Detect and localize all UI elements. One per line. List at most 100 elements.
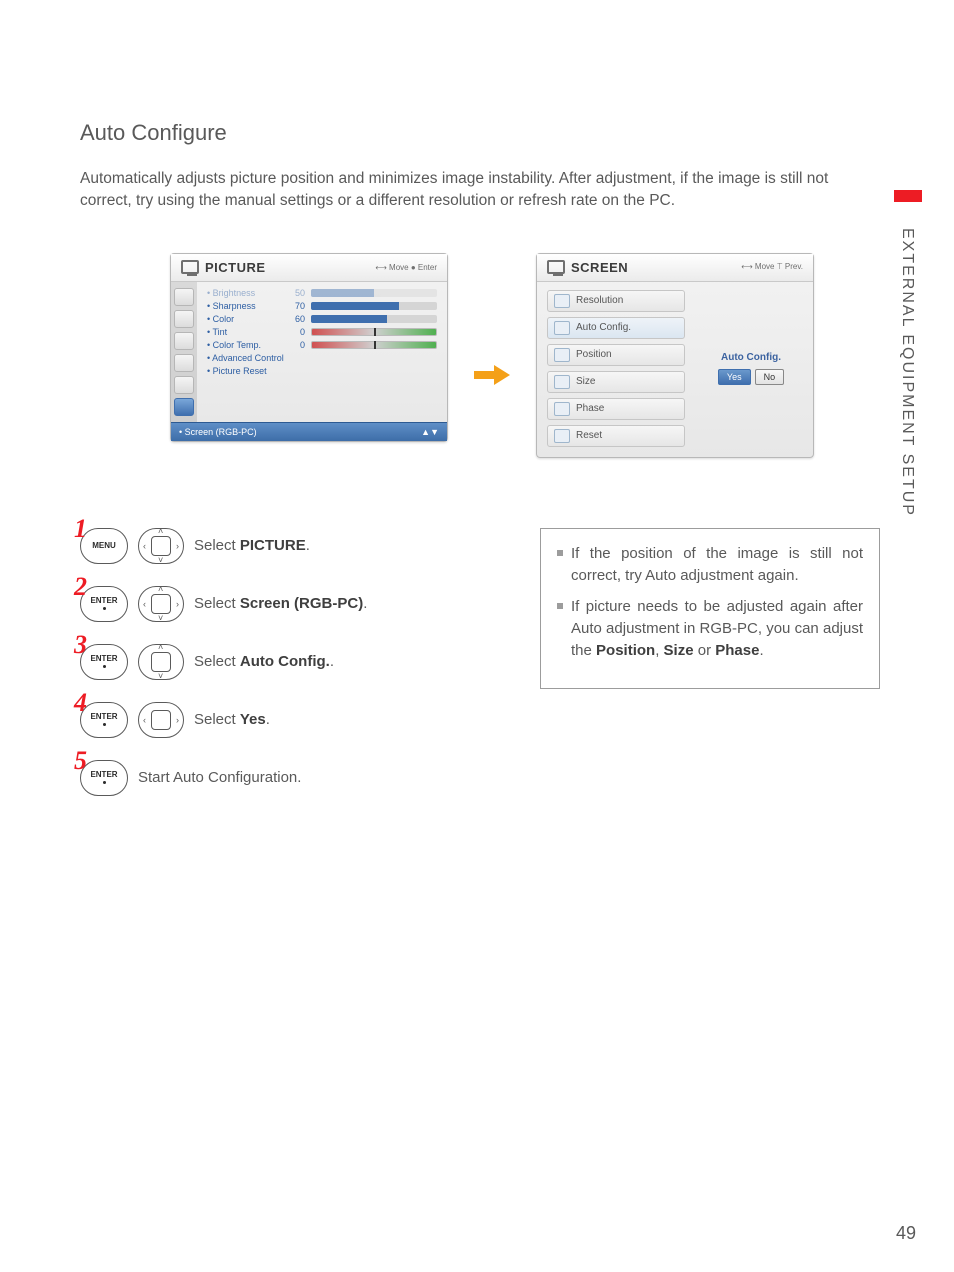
note-text: . [759,642,763,659]
osd-tab-active [174,398,194,416]
yes-no-group: Yes No [718,369,784,385]
osd-row-label: • Color [207,314,285,324]
step-row: 4ENTER‹›Select Yes. [80,702,500,738]
osd-row-value: 70 [291,301,305,311]
osd-picture-hints: ⟷ Move ● Enter [375,263,437,272]
step-instruction: Select Screen (RGB-PC). [194,595,367,612]
steps-list: 1MENU‹›˄˅Select PICTURE.2ENTER‹›˄˅Select… [80,528,500,796]
note-bold: Phase [715,642,759,659]
screen-item-icon [554,294,570,308]
osd-picture-panel: PICTURE ⟷ Move ● Enter • Brightness 50 • S… [170,253,448,442]
osd-row-label: • Advanced Control [207,353,285,363]
page-number: 49 [896,1223,916,1244]
osd-screen-item[interactable]: Size [547,371,685,393]
step-number: 4 [74,688,87,718]
osd-screen-item[interactable]: Position [547,344,685,366]
osd-row-label: • Brightness [207,288,285,298]
osd-row-label: • Color Temp. [207,340,285,350]
screen-item-label: Phase [576,403,604,414]
osd-picture-row: • Sharpness 70 [207,301,437,311]
slider-bar [311,302,437,310]
osd-footer-label: • Screen (RGB-PC) [179,427,257,437]
osd-tab [174,354,194,372]
osd-row-value: 0 [291,327,305,337]
osd-tab [174,288,194,306]
osd-picture-content: • Brightness 50 • Sharpness 70 • Color60 • Ti… [197,282,447,422]
screen-item-label: Position [576,349,612,360]
osd-tab [174,332,194,350]
osd-screen-panel: SCREEN ⟷ Move ꔋ Prev. Resolution Auto Con… [536,253,814,458]
screen-item-label: Resolution [576,295,623,306]
osd-screen-right-pane: Auto Config. Yes No [699,290,803,447]
note-item: If picture needs to be adjusted again af… [557,596,863,661]
step-number: 2 [74,572,87,602]
nav-pad-icon: ˄˅ [138,644,184,680]
step-instruction: Select Auto Config.. [194,653,334,670]
remote-key-enter: ENTER [80,702,128,738]
osd-row-label: • Picture Reset [207,366,285,376]
monitor-icon [181,260,199,274]
step-row: 2ENTER‹›˄˅Select Screen (RGB-PC). [80,586,500,622]
side-accent-bar [894,190,922,202]
osd-screen-item[interactable]: Resolution [547,290,685,312]
osd-row-label: • Tint [207,327,285,337]
note-bold: Position [596,642,655,659]
note-bold: Size [664,642,694,659]
step-number: 1 [74,514,87,544]
page-title: Auto Configure [80,120,884,146]
osd-tab [174,376,194,394]
osd-picture-row: • Tint 0 [207,327,437,337]
step-number: 3 [74,630,87,660]
slider-bar [311,289,437,297]
osd-screen-header: SCREEN ⟷ Move ꔋ Prev. [537,254,813,282]
osd-screen-list: Resolution Auto Config. Position Size Phase R… [547,290,685,447]
osd-screen-title: SCREEN [571,260,628,275]
remote-key-enter: ENTER [80,644,128,680]
note-item: If the position of the image is still no… [557,543,863,587]
step-number: 5 [74,746,87,776]
step-row: 5ENTERStart Auto Configuration. [80,760,500,796]
osd-row-label: • Sharpness [207,301,285,311]
osd-tab [174,310,194,328]
osd-screen-item[interactable]: Reset [547,425,685,447]
screen-item-icon [554,348,570,362]
remote-key-menu: MENU [80,528,128,564]
intro-paragraph: Automatically adjusts picture position a… [80,168,870,213]
osd-picture-footer: • Screen (RGB-PC) ▲▼ [171,422,447,441]
nav-pad-icon: ‹›˄˅ [138,528,184,564]
osd-side-tabs [171,282,197,422]
arrow-icon [474,365,510,385]
osd-screen-item[interactable]: Auto Config. [547,317,685,339]
tint-bar [311,341,437,349]
side-section-label: EXTERNAL EQUIPMENT SETUP [898,228,916,517]
nav-pad-icon: ‹› [138,702,184,738]
osd-picture-row: • Advanced Control [207,353,437,363]
step-instruction: Select PICTURE. [194,537,310,554]
osd-row: PICTURE ⟷ Move ● Enter • Brightness 50 • S… [170,253,884,458]
step-row: 1MENU‹›˄˅Select PICTURE. [80,528,500,564]
remote-key-enter: ENTER [80,586,128,622]
notes-box: If the position of the image is still no… [540,528,880,689]
screen-item-label: Size [576,376,595,387]
screen-item-label: Reset [576,430,602,441]
osd-picture-row: • Color60 [207,314,437,324]
osd-footer-arrows: ▲▼ [421,427,439,437]
screen-item-icon [554,375,570,389]
slider-bar [311,315,437,323]
osd-picture-row: • Picture Reset [207,366,437,376]
step-instruction: Start Auto Configuration. [138,769,301,786]
osd-screen-caption: Auto Config. [721,352,781,363]
yes-button[interactable]: Yes [718,369,751,385]
step-instruction: Select Yes. [194,711,270,728]
osd-row-value: 50 [291,288,305,298]
tint-bar [311,328,437,336]
screen-item-label: Auto Config. [576,322,631,333]
osd-screen-item[interactable]: Phase [547,398,685,420]
osd-picture-title: PICTURE [205,260,266,275]
osd-picture-row: • Brightness 50 [207,288,437,298]
monitor-icon [547,260,565,274]
osd-picture-row: • Color Temp.0 [207,340,437,350]
no-button[interactable]: No [755,369,785,385]
note-text: , [655,642,663,659]
screen-item-icon [554,429,570,443]
